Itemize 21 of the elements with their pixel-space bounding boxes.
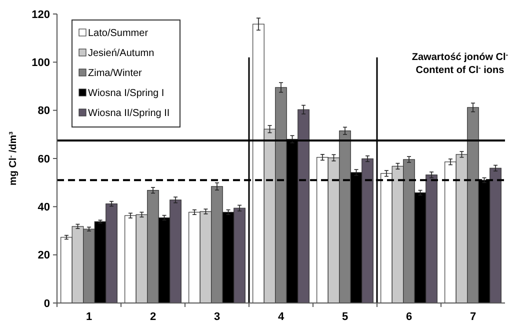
x-tick-label: 3 [214,311,220,323]
x-tick-label: 2 [150,311,156,323]
y-tick-label: 120 [32,8,50,21]
text: Content of Cl$^{-}$ ions [416,64,505,76]
legend-label: Wiosna I/Spring I [88,88,164,99]
y-tick-label: 100 [32,57,50,70]
x-tick-label: 4 [278,311,285,323]
legend-label: Lato/Summer [88,28,149,39]
legend-label: Jesień/Autumn [88,48,154,59]
y-tick-label: 40 [38,202,50,214]
y-tick-label: 0 [44,298,50,310]
x-tick-label: 5 [342,311,348,323]
y-tick-label: 80 [38,105,50,118]
y-tick-label: 20 [38,250,50,262]
x-tick-label: 1 [86,311,92,323]
y-tick-label: 60 [38,153,50,166]
x-tick-label: 6 [406,311,412,323]
text: Zawartość jonów Cl$^{-}$ [412,52,509,63]
x-tick-label: 7 [470,311,476,323]
legend-label: Wiosna II/Spring II [88,108,170,119]
legend-label: Zima/Winter [88,68,143,79]
